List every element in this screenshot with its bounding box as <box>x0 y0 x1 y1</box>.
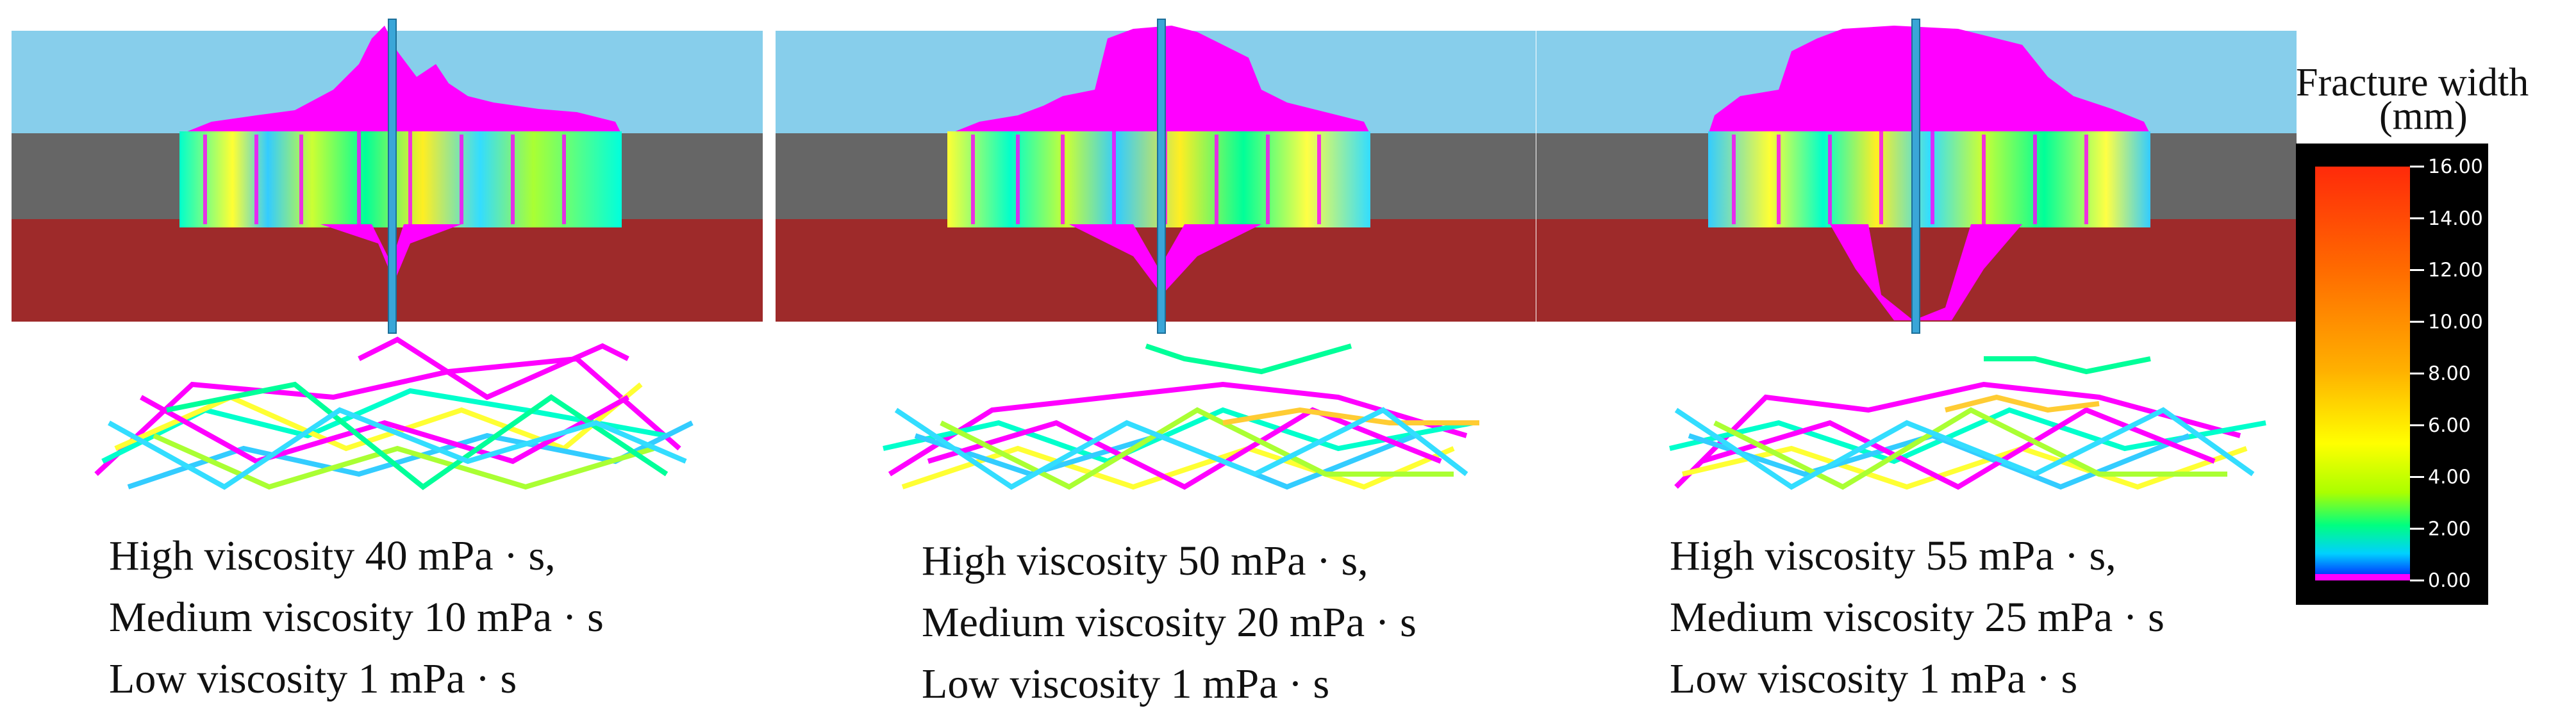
color-scale-legend: 16.00 14.00 12.00 10.00 8.00 6.00 4.00 2.00 0.00 <box>2296 144 2488 605</box>
fracture-streaks <box>203 128 566 224</box>
wellbore <box>388 19 397 334</box>
fracture-3d-view-case-3 <box>1536 19 2297 490</box>
case-1-caption: High viscosity 40 mPa · s, Medium viscos… <box>0 525 763 710</box>
caption-line-high: High viscosity 55 mPa · s, <box>1670 532 2116 579</box>
legend-ticks: 16.00 14.00 12.00 10.00 8.00 6.00 4.00 2.00 0.00 <box>2410 156 2483 592</box>
legend-tick-label: 10.00 <box>2428 311 2483 333</box>
fracture-top-lobe <box>179 26 622 135</box>
fracture-network-plan-view <box>1669 356 2266 490</box>
caption-line-low: Low viscosity 1 mPa · s <box>109 655 517 702</box>
simulation-panel-case-3: High viscosity 55 mPa · s, Medium viscos… <box>1535 0 2298 711</box>
legend-tick-label: 4.00 <box>2428 466 2471 489</box>
legend-tick-label: 2.00 <box>2428 518 2471 540</box>
caption-line-low: Low viscosity 1 mPa · s <box>922 661 1330 707</box>
case-2-caption: High viscosity 50 mPa · s, Medium viscos… <box>774 530 1537 715</box>
fracture-3d-view-case-1 <box>12 19 763 490</box>
legend-title-line1: Fracture width <box>2296 61 2529 104</box>
fracture-streaks <box>1732 128 2088 224</box>
legend-color-bar <box>2315 167 2410 574</box>
fracture-network-plan-view <box>94 336 694 490</box>
caption-line-medium: Medium viscosity 10 mPa · s <box>109 594 604 641</box>
simulation-panel-case-2: High viscosity 50 mPa · s, Medium viscos… <box>774 0 1537 711</box>
legend-tick-label: 12.00 <box>2428 259 2483 282</box>
caption-line-high: High viscosity 40 mPa · s, <box>109 532 556 579</box>
fracture-body <box>1708 131 2150 227</box>
caption-line-high: High viscosity 50 mPa · s, <box>922 538 1368 584</box>
legend-tick-label: 0.00 <box>2428 570 2471 592</box>
fracture-body <box>179 131 622 227</box>
caption-line-medium: Medium viscosity 20 mPa · s <box>922 599 1417 646</box>
caption-line-medium: Medium viscosity 25 mPa · s <box>1670 594 2165 641</box>
legend-title-line2: (mm) <box>2379 94 2468 138</box>
wellbore <box>1911 19 1920 334</box>
lower-layer <box>12 219 763 322</box>
legend-tick-label: 14.00 <box>2428 208 2483 230</box>
legend-tick-label: 6.00 <box>2428 415 2471 437</box>
caption-line-low: Low viscosity 1 mPa · s <box>1670 655 2078 702</box>
wellbore <box>1157 19 1166 334</box>
case-3-caption: High viscosity 55 mPa · s, Medium viscos… <box>1535 525 2298 710</box>
legend-tick-label: 16.00 <box>2428 156 2483 178</box>
simulation-panel-case-1: High viscosity 40 mPa · s, Medium viscos… <box>0 0 763 711</box>
fracture-network-plan-view <box>883 343 1479 490</box>
legend-tick-label: 8.00 <box>2428 363 2471 385</box>
legend-zero-band <box>2315 574 2410 580</box>
fracture-top-lobe <box>1708 26 2150 135</box>
fracture-bottom-lip <box>1830 224 2022 320</box>
fracture-3d-view-case-2 <box>776 19 1536 490</box>
